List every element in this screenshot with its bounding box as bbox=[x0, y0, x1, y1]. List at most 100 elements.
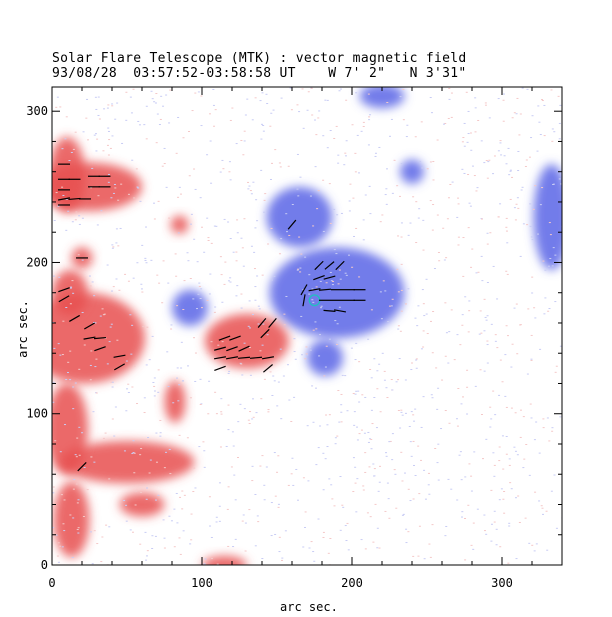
speckle bbox=[161, 302, 164, 304]
speckle bbox=[161, 165, 164, 167]
speckle bbox=[114, 118, 117, 120]
speckle bbox=[358, 433, 361, 435]
field-vector bbox=[58, 287, 70, 293]
speckle bbox=[490, 540, 493, 542]
speckle bbox=[334, 437, 337, 439]
speckle bbox=[218, 482, 221, 484]
speckle bbox=[360, 130, 363, 132]
y-tick-label: 100 bbox=[26, 407, 48, 421]
speckle bbox=[285, 231, 288, 233]
speckle bbox=[405, 542, 408, 544]
speckle bbox=[364, 548, 367, 550]
speckle bbox=[352, 393, 355, 395]
speckle bbox=[59, 545, 62, 547]
speckle bbox=[518, 521, 521, 523]
speckle bbox=[274, 495, 277, 497]
speckle bbox=[308, 547, 311, 549]
speckle bbox=[370, 377, 373, 379]
speckle bbox=[59, 354, 62, 356]
speckle bbox=[278, 162, 281, 164]
speckle bbox=[78, 215, 81, 217]
speckle bbox=[57, 561, 60, 563]
speckle bbox=[498, 446, 501, 448]
speckle bbox=[120, 183, 123, 185]
field-vector bbox=[335, 260, 345, 271]
speckle bbox=[505, 435, 508, 437]
speckle bbox=[459, 451, 462, 453]
speckle bbox=[187, 260, 190, 262]
speckle bbox=[163, 163, 166, 165]
speckle bbox=[369, 213, 372, 215]
speckle bbox=[106, 363, 109, 365]
speckle bbox=[168, 515, 171, 517]
speckle bbox=[348, 200, 351, 202]
speckle bbox=[373, 468, 376, 470]
speckle bbox=[285, 213, 288, 215]
speckle bbox=[379, 411, 382, 413]
speckle bbox=[463, 122, 466, 124]
speckle bbox=[295, 468, 298, 470]
speckle bbox=[467, 133, 470, 135]
speckle bbox=[333, 137, 336, 139]
speckle bbox=[243, 342, 246, 344]
speckle bbox=[208, 293, 211, 295]
speckle bbox=[447, 478, 450, 480]
speckle bbox=[90, 260, 93, 262]
speckle bbox=[83, 344, 86, 346]
speckle bbox=[503, 490, 506, 492]
speckle bbox=[188, 130, 191, 132]
speckle bbox=[429, 97, 432, 99]
speckle bbox=[470, 490, 473, 492]
speckle bbox=[306, 109, 309, 111]
speckle bbox=[200, 125, 203, 127]
speckle bbox=[198, 446, 201, 448]
speckle bbox=[194, 487, 197, 489]
speckle bbox=[221, 159, 224, 161]
speckle bbox=[213, 225, 216, 227]
speckle bbox=[387, 321, 390, 323]
speckle bbox=[317, 117, 320, 119]
speckle bbox=[193, 467, 196, 469]
speckle bbox=[467, 227, 470, 229]
speckle bbox=[468, 310, 471, 312]
speckle bbox=[290, 420, 293, 422]
speckle bbox=[125, 91, 128, 93]
speckle bbox=[186, 437, 189, 439]
speckle bbox=[380, 318, 383, 320]
speckle bbox=[153, 218, 156, 220]
speckle bbox=[470, 475, 473, 477]
speckle bbox=[320, 307, 323, 309]
speckle bbox=[386, 482, 389, 484]
speckle bbox=[89, 364, 92, 366]
speckle bbox=[400, 162, 403, 164]
speckle bbox=[311, 114, 314, 116]
speckle bbox=[223, 218, 226, 220]
speckle bbox=[71, 556, 74, 558]
speckle bbox=[470, 149, 473, 151]
speckle bbox=[497, 98, 500, 100]
speckle bbox=[251, 313, 254, 315]
speckle bbox=[519, 255, 522, 257]
speckle bbox=[117, 199, 120, 201]
speckle bbox=[509, 198, 512, 200]
speckle bbox=[396, 185, 399, 187]
speckle bbox=[253, 251, 256, 253]
speckle bbox=[72, 517, 75, 519]
speckle bbox=[388, 517, 391, 519]
speckle bbox=[69, 379, 72, 381]
speckle bbox=[116, 339, 119, 341]
speckle bbox=[337, 283, 340, 285]
speckle bbox=[299, 176, 302, 178]
speckle bbox=[352, 197, 355, 199]
speckle bbox=[464, 517, 467, 519]
speckle bbox=[368, 185, 371, 187]
speckle bbox=[107, 104, 110, 106]
speckle bbox=[496, 298, 499, 300]
speckle bbox=[373, 358, 376, 360]
speckle bbox=[551, 140, 554, 142]
speckle bbox=[127, 383, 130, 385]
speckle bbox=[301, 354, 304, 356]
speckle bbox=[559, 104, 562, 106]
speckle bbox=[71, 280, 74, 282]
speckle bbox=[212, 88, 215, 90]
